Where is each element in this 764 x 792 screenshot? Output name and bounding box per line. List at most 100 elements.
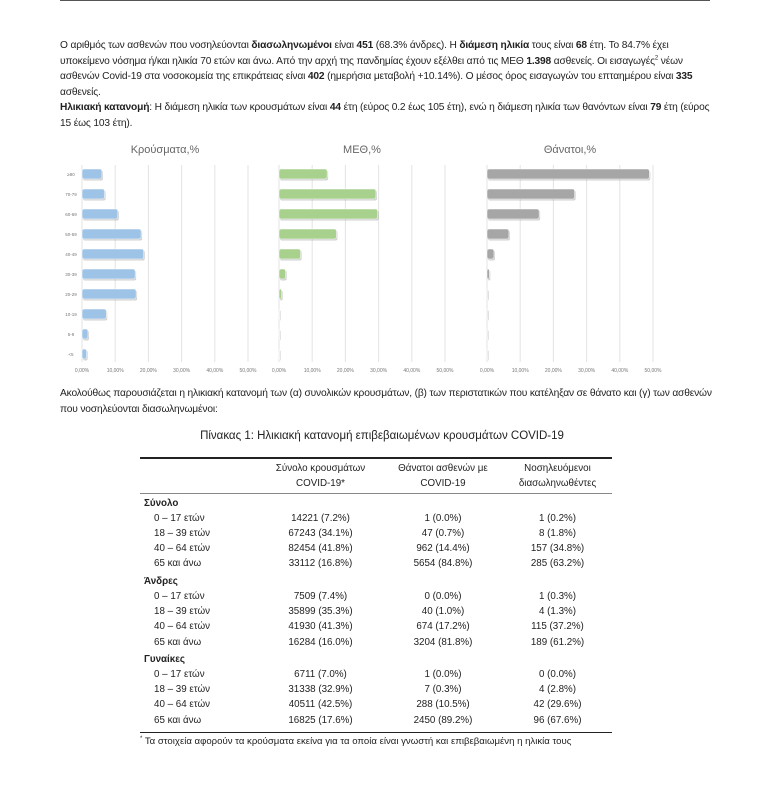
chart-title: ΜΕΘ,%	[343, 144, 381, 156]
value-cell: 82454 (41.8%)	[288, 543, 353, 555]
bar-shadow	[280, 330, 281, 341]
value-cell: 189 (61.2%)	[530, 636, 585, 648]
bar	[486, 228, 510, 240]
category-label: 20-29	[65, 292, 77, 297]
value-cell: 35899 (35.3%)	[288, 605, 353, 617]
section-label: Άνδρες	[144, 575, 178, 587]
age-group-cell: 40 – 64 ετών	[154, 543, 211, 555]
bar	[486, 308, 488, 320]
bar	[81, 168, 103, 180]
header-intubated: Νοσηλευόμενοι διασωληνωθέντες	[518, 462, 597, 489]
value-cell: 31338 (32.9%)	[288, 684, 353, 696]
bar	[278, 168, 328, 180]
value-cell: 16825 (17.6%)	[288, 714, 353, 726]
category-label: 70-79	[65, 192, 77, 197]
bar	[81, 328, 89, 340]
x-tick-label: 0,00%	[75, 368, 90, 374]
bar	[486, 288, 488, 300]
table-row: 65 και άνω 16825 (17.6%) 2450 (89.2%) 96 (6…	[140, 713, 612, 728]
category-label: 10-19	[65, 312, 77, 317]
bar	[278, 268, 286, 280]
value-cell: 14221 (7.2%)	[291, 512, 350, 524]
value-cell: 96 (67.6%)	[533, 714, 582, 726]
category-label: 30-39	[65, 272, 77, 277]
table-row: 18 – 39 ετών 31338 (32.9%) 7 (0.3%) 4 (2.8%…	[140, 682, 612, 697]
bar	[278, 288, 282, 300]
age-group-cell: 18 – 39 ετών	[154, 605, 211, 617]
header-total-cases: Σύνολο κρουσμάτων COVID-19*	[275, 462, 366, 489]
table-row: 0 – 17 ετών 14221 (7.2%) 1 (0.0%) 1 (0.2%)	[140, 511, 612, 526]
x-tick-label: 10,00%	[512, 368, 530, 374]
bar-shadow	[488, 350, 489, 361]
value-cell: 47 (0.7%)	[421, 527, 465, 539]
chart-title: Κρούσματα,%	[131, 144, 200, 156]
bar	[81, 268, 136, 280]
age-group-cell: 0 – 17 ετών	[154, 590, 205, 602]
x-tick-label: 20,00%	[140, 368, 158, 374]
bar-shadow	[488, 330, 489, 341]
table-row: 65 και άνω 16284 (16.0%) 3204 (81.8%) 189 (…	[140, 635, 612, 650]
value-cell: 1 (0.2%)	[538, 512, 577, 524]
bar-shadow	[488, 290, 489, 301]
x-tick-label: 50,00%	[240, 368, 258, 374]
value-cell: 4 (1.3%)	[538, 605, 577, 617]
category-label: 50-59	[65, 232, 77, 237]
x-tick-label: 50,00%	[645, 368, 663, 374]
bar	[486, 208, 540, 220]
age-group-cell: 40 – 64 ετών	[154, 621, 211, 633]
bar	[486, 348, 488, 360]
bar	[486, 188, 575, 200]
section-label: Σύνολο	[144, 497, 179, 509]
x-tick-label: 30,00%	[578, 368, 596, 374]
value-cell: 1 (0.0%)	[424, 512, 462, 524]
bar	[81, 288, 137, 300]
table-caption: Πίνακας 1: Ηλικιακή κατανομή επιβεβαιωμέ…	[200, 430, 564, 442]
age-table: Σύνολο κρουσμάτων COVID-19* Θάνατοι ασθεν…	[140, 457, 612, 728]
value-cell: 962 (14.4%)	[416, 543, 470, 555]
age-group-cell: 0 – 17 ετών	[154, 668, 205, 680]
x-tick-label: 40,00%	[206, 368, 224, 374]
x-tick-label: 30,00%	[370, 368, 388, 374]
value-cell: 1 (0.0%)	[424, 668, 462, 680]
age-group-cell: 40 – 64 ετών	[154, 699, 211, 711]
bar	[278, 188, 377, 200]
x-tick-label: 10,00%	[107, 368, 125, 374]
x-tick-label: 40,00%	[403, 368, 421, 374]
category-label: 5-9	[68, 332, 75, 337]
header-deaths: Θάνατοι ασθενών με COVID-19	[398, 462, 488, 489]
x-tick-label: 40,00%	[611, 368, 629, 374]
paragraph-table-intro: Ακολούθως παρουσιάζεται η ηλικιακή καταν…	[60, 388, 712, 415]
chart-title: Θάνατοι,%	[544, 144, 597, 156]
value-cell: 8 (1.8%)	[538, 527, 577, 539]
bar	[81, 248, 145, 260]
table-row: 18 – 39 ετών 35899 (35.3%) 40 (1.0%) 4 (1.3…	[140, 604, 612, 619]
category-label: 40-49	[65, 252, 77, 257]
table-row: 40 – 64 ετών 40511 (42.5%) 288 (10.5%) 42 (…	[140, 697, 612, 712]
table-row: 65 και άνω 33112 (16.8%) 5654 (84.8%) 285 (…	[140, 556, 612, 571]
value-cell: 4 (2.8%)	[538, 684, 577, 696]
value-cell: 674 (17.2%)	[416, 621, 470, 633]
age-group-cell: 18 – 39 ετών	[154, 684, 211, 696]
x-tick-label: 10,00%	[304, 368, 322, 374]
bar	[486, 248, 495, 260]
table-row: 40 – 64 ετών 41930 (41.3%) 674 (17.2%) 115 …	[140, 619, 612, 634]
bar	[278, 248, 301, 260]
value-cell: 6711 (7.0%)	[294, 668, 347, 680]
bar	[278, 308, 280, 320]
bar	[278, 228, 337, 240]
category-label: ≥80	[67, 172, 75, 177]
value-cell: 16284 (16.0%)	[288, 636, 353, 648]
value-cell: 40511 (42.5%)	[288, 699, 353, 711]
x-tick-label: 20,00%	[337, 368, 355, 374]
category-label: 60-69	[65, 212, 77, 217]
top-rule	[60, 0, 710, 1]
table-row: 40 – 64 ετών 82454 (41.8%) 962 (14.4%) 157 …	[140, 541, 612, 556]
category-label: <5	[68, 352, 74, 357]
bar	[486, 328, 488, 340]
value-cell: 5654 (84.8%)	[413, 558, 473, 570]
age-group-cell: 18 – 39 ετών	[154, 527, 211, 539]
bar	[278, 348, 280, 360]
age-group-cell: 65 και άνω	[154, 558, 202, 570]
bar	[81, 208, 119, 220]
x-tick-label: 20,00%	[545, 368, 563, 374]
